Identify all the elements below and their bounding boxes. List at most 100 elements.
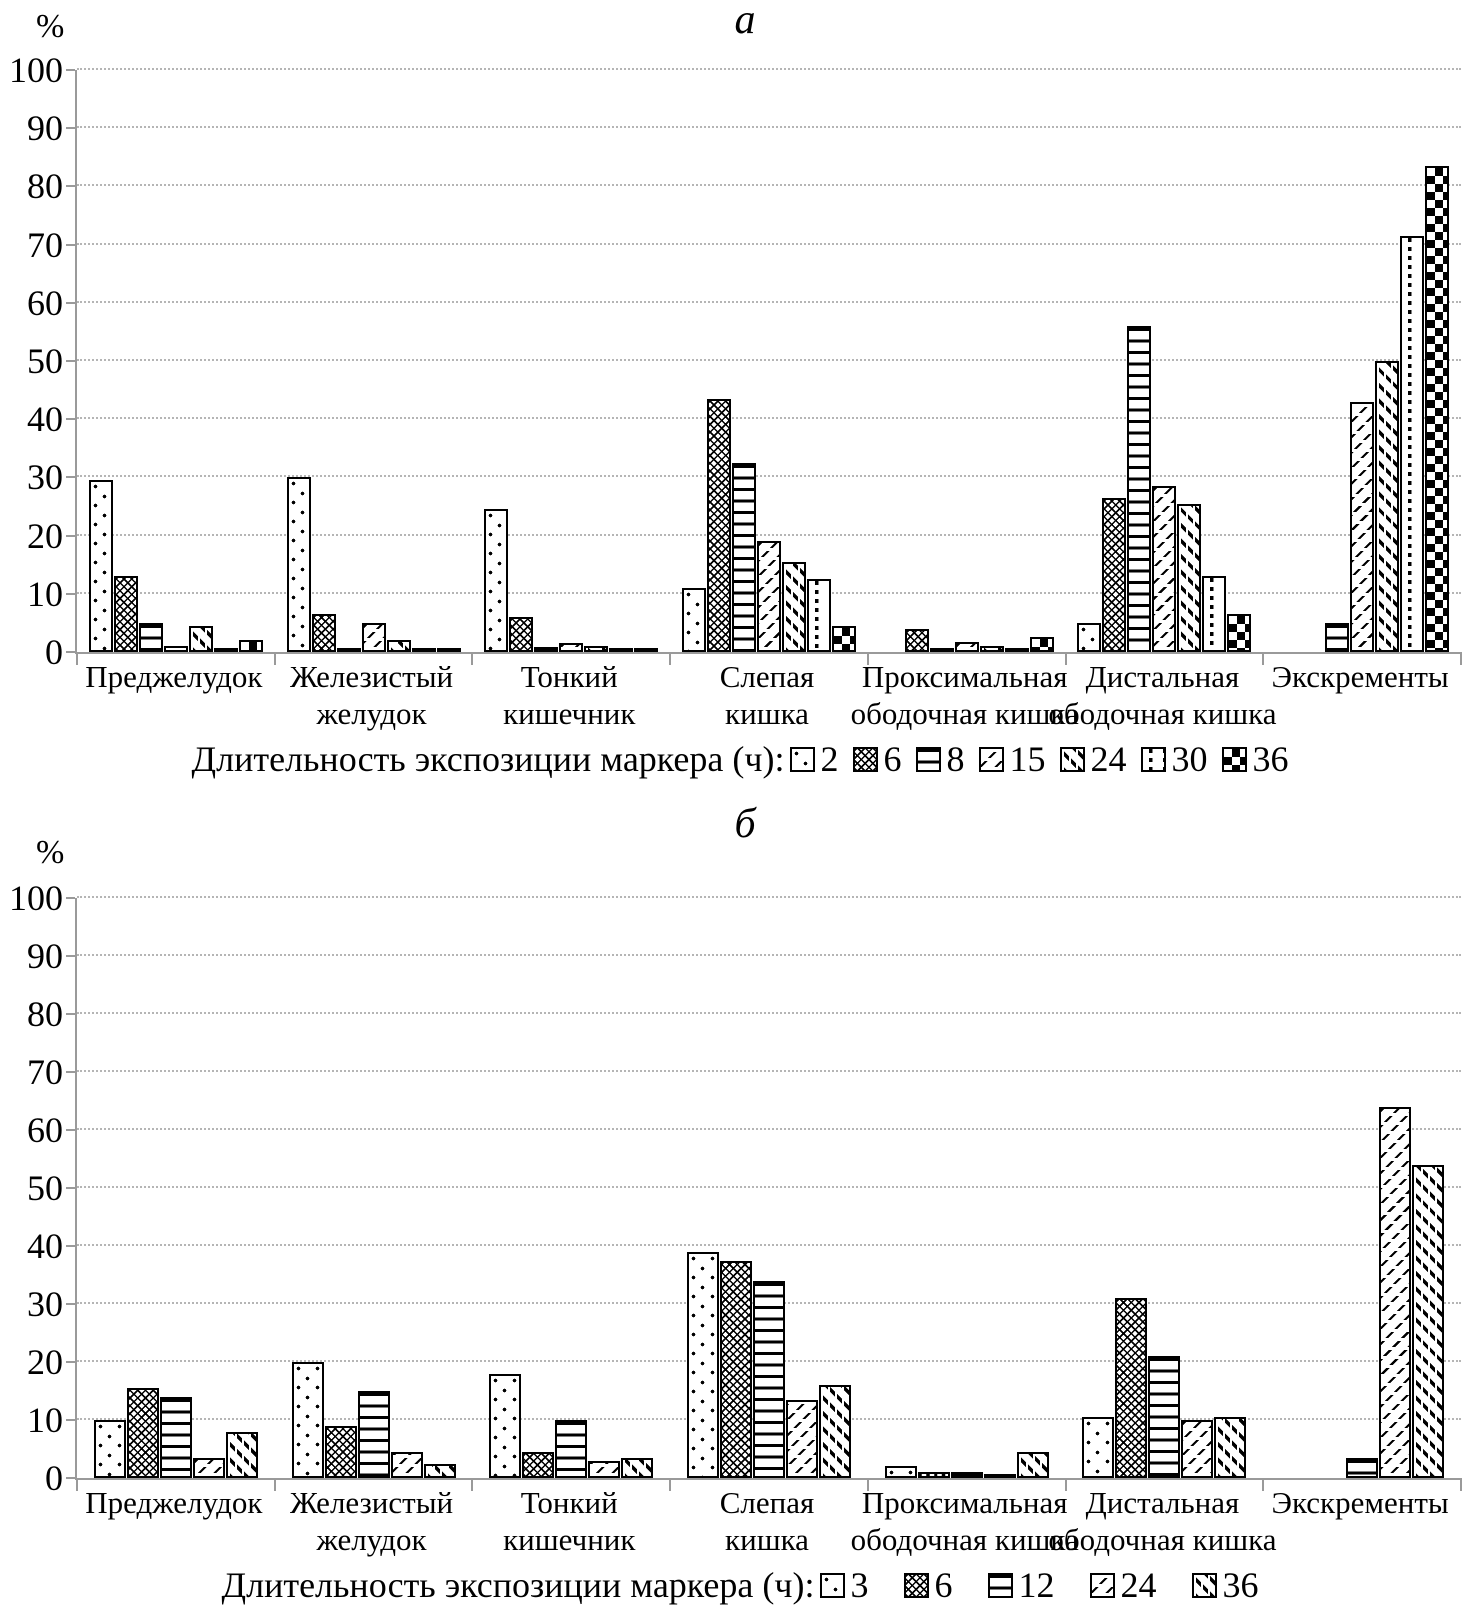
- legend-swatch-hlines: [988, 1572, 1014, 1598]
- bar-24h: [192, 1457, 225, 1478]
- bar-24h: [584, 646, 609, 652]
- bar-30h: [1004, 648, 1029, 652]
- bar-2h: [484, 509, 509, 652]
- bar-15h: [756, 541, 781, 652]
- y-axis-unit-a: %: [36, 8, 65, 45]
- legend-item-label: 24: [1090, 739, 1127, 779]
- bar-30h: [1400, 235, 1425, 652]
- bar-36h: [436, 648, 461, 652]
- y-axis-tick: [66, 127, 75, 130]
- category-label-line: Слепая: [719, 659, 815, 694]
- bar-8h: [731, 462, 756, 652]
- category-label-line: ободочная кишка: [850, 1522, 1079, 1557]
- bar-24h: [1177, 503, 1202, 652]
- bar-24h: [386, 640, 411, 652]
- plot-area-a: 0 10 20 30 40 50 60 70 80 90 100: [9, 52, 1462, 670]
- x-axis-tick: [866, 1478, 869, 1491]
- bar-group: [275, 477, 473, 652]
- bar-3h: [686, 1251, 719, 1478]
- category-label-line: Дистальная: [1085, 659, 1240, 694]
- y-axis-tick-label: 40: [27, 399, 63, 440]
- legend-b-prefix: Длительность экспозиции маркера (ч):: [221, 1565, 815, 1605]
- y-axis-tick-label: 0: [45, 1458, 63, 1498]
- category-label-line: Железистый: [289, 1485, 454, 1520]
- bar-group: [275, 1362, 473, 1478]
- legend-item: 6: [904, 1564, 952, 1606]
- bar-12h: [1148, 1356, 1181, 1478]
- legend-swatch-crosshatch: [853, 746, 879, 772]
- plot-area-b: 0 10 20 30 40 50 60 70 80 90 100: [9, 880, 1462, 1496]
- gridline: [77, 954, 1461, 956]
- category-label-line: Экскременты: [1271, 1485, 1449, 1520]
- legend-swatch-checker: [1222, 746, 1248, 772]
- bar-2h: [286, 477, 311, 652]
- x-axis-labels-a: Преджелудок Железистый желудок Тонкий кишечн…: [75, 658, 1459, 738]
- gridline: [77, 896, 1461, 898]
- bar-6h: [706, 398, 731, 652]
- bar-12h: [159, 1396, 192, 1478]
- category-label-line: Экскременты: [1271, 659, 1449, 694]
- legend-item: 12: [988, 1564, 1054, 1606]
- x-axis-labels-b: Преджелудок Железистый желудок Тонкий кишечн…: [75, 1484, 1459, 1564]
- bar-15h: [559, 643, 584, 652]
- x-axis-tick: [76, 652, 78, 665]
- x-axis-tick: [1262, 1478, 1265, 1491]
- bar-3h: [489, 1373, 522, 1478]
- y-axis-tick: [66, 1245, 75, 1247]
- bar-30h: [609, 648, 634, 652]
- bar-group: [1263, 1106, 1461, 1478]
- bar-24h: [979, 646, 1004, 652]
- y-axis-tick: [66, 534, 75, 537]
- x-axis-tick: [1460, 652, 1462, 665]
- category-label-line: кишечник: [503, 1522, 636, 1557]
- legend-swatch-dash-vert: [1141, 746, 1167, 772]
- bar-8h: [1127, 326, 1152, 652]
- x-axis-tick: [471, 652, 474, 665]
- bar-36h: [1412, 1164, 1445, 1478]
- legend-swatch-hlines: [916, 746, 942, 772]
- y-axis-tick: [66, 651, 75, 653]
- bar-group: [670, 398, 868, 652]
- bar-6h: [522, 1451, 555, 1478]
- y-axis-tick: [66, 1129, 75, 1131]
- y-axis-unit-b: %: [36, 834, 65, 871]
- category-label-line: кишка: [725, 696, 809, 731]
- y-axis-tick-label: 100: [9, 878, 63, 918]
- bar-group: [868, 1451, 1066, 1478]
- bar-36h: [1425, 166, 1450, 652]
- bar-24h: [1375, 361, 1400, 652]
- bar-6h: [324, 1425, 357, 1478]
- bar-6h: [509, 617, 534, 652]
- bar-36h: [1016, 1451, 1049, 1478]
- bar-15h: [954, 641, 979, 652]
- bar-15h: [163, 646, 188, 652]
- y-axis-tick-label: 80: [27, 166, 63, 207]
- bar-24h: [785, 1399, 818, 1478]
- gridline: [77, 475, 1461, 478]
- category-label: Экскременты: [1231, 658, 1480, 695]
- gridline: [77, 126, 1461, 129]
- bar-group: [77, 1388, 275, 1478]
- y-axis-tick-label: 50: [27, 1168, 63, 1208]
- bar-group: [472, 509, 670, 652]
- legend-swatch-diag-light: [1090, 1572, 1116, 1598]
- category-label: Проксимальная ободочная кишка: [836, 658, 1094, 732]
- category-label-line: Проксимальная: [861, 659, 1068, 694]
- gridline: [77, 1070, 1461, 1072]
- bar-12h: [357, 1391, 390, 1478]
- legend-item: 2: [790, 738, 838, 780]
- bar-group: [670, 1251, 868, 1478]
- gridline: [77, 417, 1461, 420]
- bar-36h: [238, 640, 263, 652]
- legend-a: Длительность экспозиции маркера (ч): 2 6 8…: [0, 738, 1480, 780]
- category-label: Дистальная ободочная кишка: [1034, 1484, 1292, 1558]
- bar-group: [1066, 1298, 1264, 1478]
- y-axis-tick-label: 90: [27, 936, 63, 976]
- legend-item: 3: [820, 1564, 868, 1606]
- category-label-line: Тонкий: [520, 1485, 618, 1520]
- legend-item: 6: [853, 738, 901, 780]
- y-axis-tick-label: 70: [27, 224, 63, 265]
- bar-2h: [681, 587, 706, 652]
- bar-24h: [1181, 1420, 1214, 1478]
- bar-6h: [904, 628, 929, 652]
